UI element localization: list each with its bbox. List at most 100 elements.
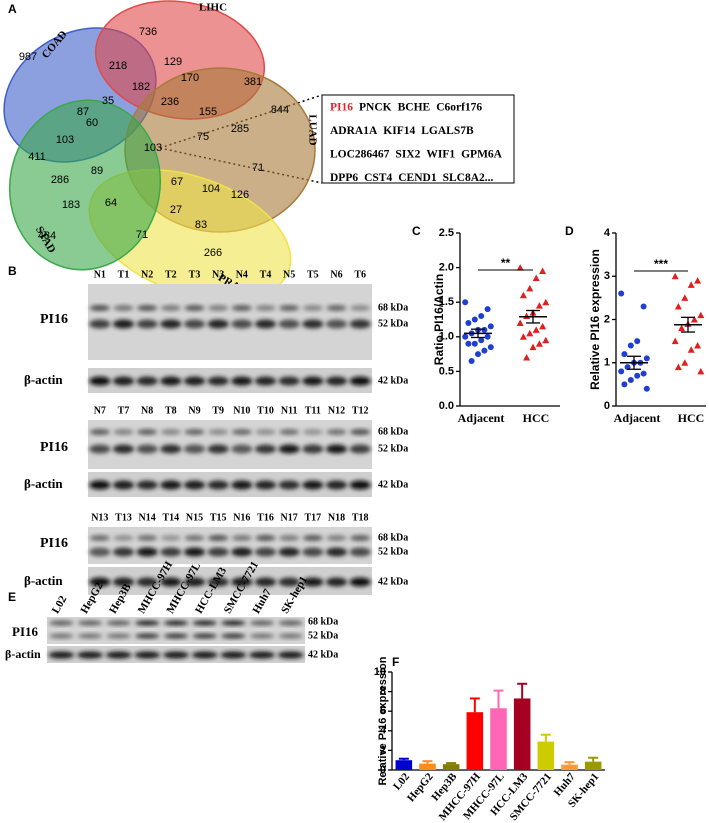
marker-label: 42 kDa	[378, 576, 408, 587]
data-point	[643, 355, 650, 362]
blot-band	[231, 376, 253, 386]
blot-band	[113, 305, 134, 311]
blot-band	[134, 651, 161, 659]
blot-background	[88, 284, 372, 360]
venn-count: 71	[252, 162, 264, 174]
data-point	[634, 338, 641, 345]
data-point	[643, 385, 650, 392]
venn-count: 64	[105, 197, 117, 209]
blot-band	[255, 535, 276, 541]
data-point	[687, 346, 695, 353]
venn-count: 89	[91, 165, 103, 177]
lane-label: T7	[118, 405, 130, 416]
data-point	[526, 284, 534, 292]
data-point	[481, 326, 488, 333]
data-point	[462, 333, 469, 340]
blot-band	[89, 577, 111, 587]
lane-label: T9	[212, 405, 224, 416]
venn-count: 27	[170, 204, 182, 216]
lane-label: T6	[354, 269, 366, 280]
row-label: PI16	[40, 312, 68, 327]
y-tick-label: 3	[604, 270, 610, 282]
blot-band	[192, 633, 217, 639]
data-point	[484, 333, 491, 340]
venn-count: 35	[102, 95, 114, 107]
blot-band	[48, 651, 75, 659]
y-tick-label: 8	[380, 686, 386, 698]
y-tick-label: 6	[380, 705, 386, 717]
blot-band	[163, 633, 189, 639]
blot-band	[208, 305, 229, 311]
y-tick-label: 0.5	[439, 365, 454, 377]
bar	[513, 698, 531, 770]
bar	[584, 761, 602, 770]
marker-label: 42 kDa	[308, 649, 338, 660]
venn-count: 381	[244, 76, 262, 88]
bar	[395, 760, 413, 770]
significance-label: ***	[654, 257, 668, 271]
blot-band	[207, 319, 229, 329]
blot-band	[89, 480, 111, 490]
bar	[490, 708, 507, 770]
data-point	[471, 340, 478, 347]
gene-name: WIF1	[426, 149, 455, 161]
data-point	[519, 333, 527, 340]
row-label: β-actin	[24, 476, 63, 491]
data-point	[487, 344, 494, 351]
blot-band	[302, 305, 323, 311]
gene-name: SIX2	[395, 149, 420, 161]
data-point	[694, 277, 702, 284]
blot-band	[160, 319, 182, 329]
data-point	[519, 291, 527, 299]
blot-band	[279, 429, 300, 435]
data-point	[674, 303, 682, 310]
blot-band	[325, 319, 348, 329]
data-point	[539, 322, 547, 330]
blot-background	[88, 368, 372, 393]
blot-band	[136, 444, 158, 454]
blot-band	[302, 547, 324, 557]
lane-label: N5	[283, 269, 295, 280]
y-axis-label: Relative PI16 expression	[588, 249, 602, 390]
bar	[442, 764, 460, 770]
blot-band	[302, 444, 324, 454]
data-point	[535, 302, 543, 309]
blot-band	[112, 547, 135, 557]
data-point	[621, 381, 628, 388]
row-label: PI16	[40, 440, 68, 455]
blot-band	[137, 305, 158, 311]
lane-label: N3	[212, 269, 224, 280]
lane-label: T4	[260, 269, 272, 280]
blot-band	[249, 651, 275, 659]
blot-band	[302, 429, 323, 435]
venn-count: 129	[164, 56, 182, 68]
y-tick-label: 0	[604, 400, 610, 412]
data-point	[681, 294, 689, 301]
gene-name: SLC8A2...	[443, 172, 494, 184]
gene-name: CEND1	[398, 172, 437, 184]
blot-band	[191, 651, 218, 659]
blot-band	[184, 305, 205, 311]
marker-label: 68 kDa	[378, 532, 408, 543]
gene-name: LGALS7B	[421, 125, 474, 137]
blot-band	[302, 480, 324, 490]
data-point	[640, 370, 647, 377]
blot-band	[163, 620, 189, 626]
blot-band	[349, 444, 371, 454]
lane-label: N11	[281, 405, 298, 416]
y-tick-label: 4	[380, 725, 387, 737]
data-point	[539, 267, 547, 275]
lane-label: N4	[236, 269, 248, 280]
data-point	[532, 274, 540, 281]
blot-band	[160, 535, 181, 541]
lane-label: T17	[304, 512, 321, 523]
venn-count: 126	[231, 189, 249, 201]
data-point	[640, 303, 647, 310]
blot-band	[49, 620, 74, 626]
blot-band	[255, 305, 276, 311]
data-point	[627, 342, 634, 349]
blot-band	[89, 305, 110, 311]
venn-count: 103	[56, 134, 74, 146]
blot-band	[221, 620, 246, 626]
blot-band	[89, 376, 111, 386]
